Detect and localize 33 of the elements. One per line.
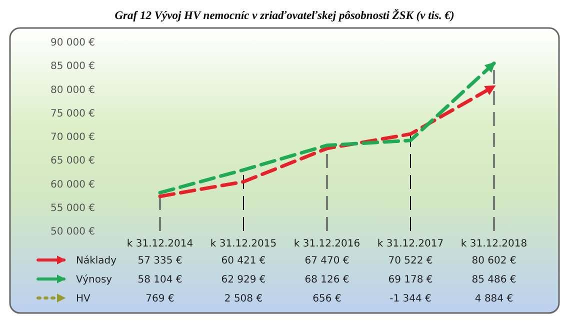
text: 656 € bbox=[312, 294, 342, 304]
y-tick-label: 50 000 € bbox=[50, 226, 95, 238]
text: 769 € bbox=[146, 294, 174, 304]
data-label: 58 104 € bbox=[138, 274, 182, 286]
data-label: 70 522 € bbox=[388, 256, 433, 266]
y-tick-label: 60 000 € bbox=[50, 179, 95, 190]
x-tick-label: k 31.12.2014 bbox=[126, 238, 194, 250]
data-label: 57 335 € bbox=[138, 256, 182, 266]
data-label: 69 178 € bbox=[388, 274, 433, 286]
text: 4 884 € bbox=[474, 294, 514, 304]
x-tick-label: k 31.12.2016 bbox=[294, 238, 360, 250]
y-tick-label: 65 000 € bbox=[50, 156, 95, 167]
legend-label: Náklady bbox=[76, 256, 117, 266]
y-tick-label: 80 000 € bbox=[50, 84, 95, 96]
legend-label: HV bbox=[76, 294, 91, 304]
data-label: 60 421 € bbox=[221, 256, 266, 266]
text: 2 508 € bbox=[224, 294, 263, 304]
y-tick-label: 70 000 € bbox=[50, 132, 95, 143]
data-label: 67 470 € bbox=[304, 256, 350, 266]
legend-label: Výnosy bbox=[76, 274, 112, 286]
x-tick-label: k 31.12.2017 bbox=[377, 238, 444, 250]
data-label: 68 126 € bbox=[304, 274, 350, 286]
data-label: 85 486 € bbox=[472, 274, 516, 286]
data-label: 62 929 € bbox=[221, 274, 266, 286]
y-tick-label: 90 000 € bbox=[50, 38, 95, 48]
y-tick-label: 85 000 € bbox=[50, 61, 95, 72]
x-tick-label: k 31.12.2015 bbox=[210, 238, 277, 250]
chart-title: Graf 12 Vývoj HV nemocníc v zriaďovateľskej pôsobnosti ŽSK (v tis. €) bbox=[114, 9, 454, 22]
data-label: 80 602 € bbox=[472, 256, 516, 266]
x-tick-label: k 31.12.2018 bbox=[460, 238, 528, 250]
y-tick-label: 75 000 € bbox=[50, 108, 95, 120]
y-tick-label: 55 000 € bbox=[50, 202, 95, 214]
text: -1 344 € bbox=[390, 294, 432, 304]
